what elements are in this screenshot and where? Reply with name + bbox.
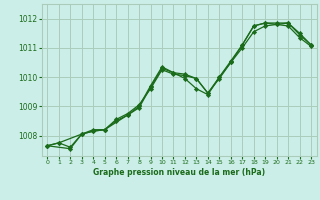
- X-axis label: Graphe pression niveau de la mer (hPa): Graphe pression niveau de la mer (hPa): [93, 168, 265, 177]
